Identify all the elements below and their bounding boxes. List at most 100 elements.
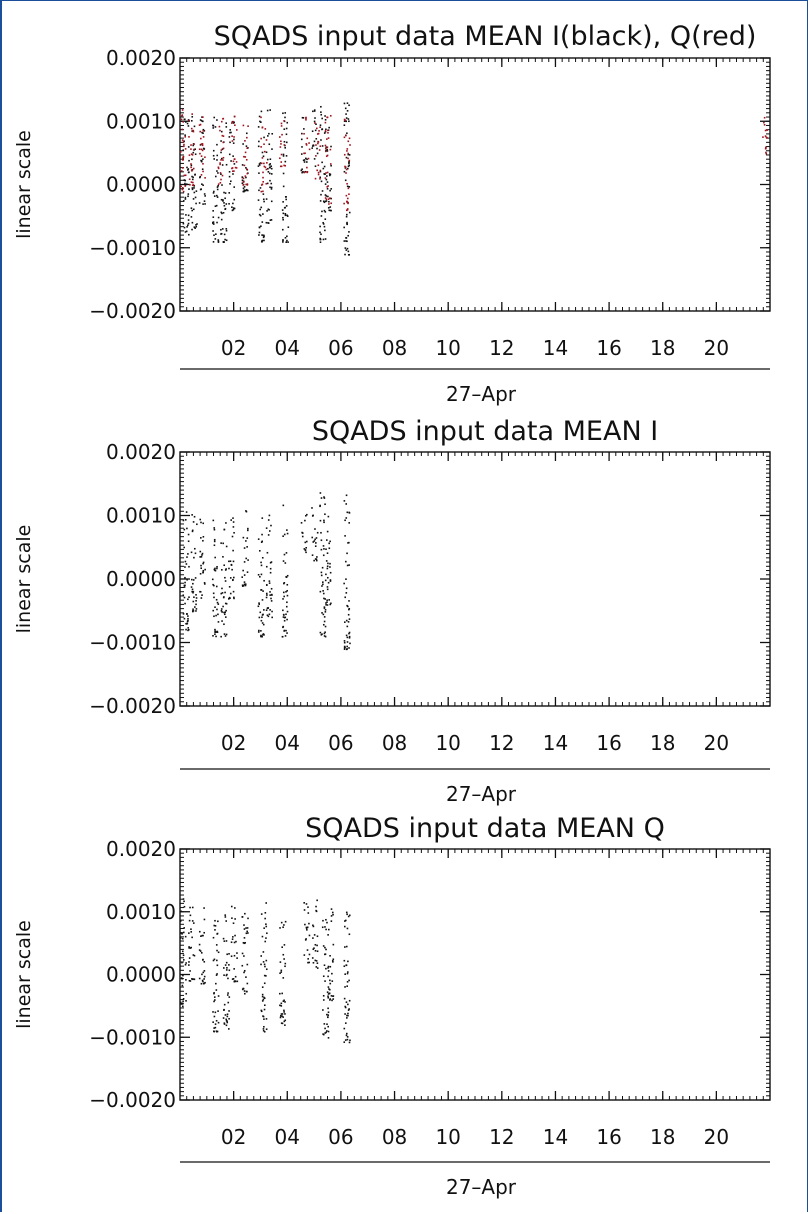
data-point bbox=[183, 174, 186, 177]
data-point bbox=[259, 162, 262, 164]
data-point bbox=[232, 521, 235, 523]
data-point bbox=[201, 554, 203, 556]
data-point bbox=[182, 149, 185, 151]
data-point bbox=[321, 926, 324, 929]
data-point bbox=[323, 519, 325, 522]
data-point bbox=[347, 234, 349, 237]
data-point bbox=[203, 582, 206, 584]
data-point bbox=[268, 143, 271, 146]
data-point bbox=[187, 619, 189, 622]
data-point bbox=[235, 940, 237, 943]
data-point bbox=[331, 972, 333, 975]
y-tick-label: −0.0020 bbox=[89, 1088, 176, 1112]
data-point bbox=[188, 178, 191, 181]
data-point bbox=[241, 964, 244, 967]
data-point bbox=[343, 240, 346, 242]
data-point bbox=[346, 110, 349, 112]
data-point bbox=[327, 993, 330, 995]
data-point bbox=[282, 212, 285, 215]
data-point bbox=[231, 170, 234, 173]
data-point bbox=[323, 521, 325, 524]
data-point bbox=[202, 132, 204, 135]
data-point bbox=[232, 579, 234, 582]
data-point bbox=[283, 1011, 285, 1013]
data-point bbox=[315, 155, 317, 157]
data-point bbox=[347, 254, 350, 256]
data-point bbox=[319, 519, 322, 522]
data-point bbox=[212, 1021, 214, 1023]
data-point bbox=[320, 193, 322, 196]
data-point bbox=[246, 147, 248, 149]
data-point bbox=[763, 121, 765, 124]
data-point bbox=[285, 576, 288, 579]
data-point bbox=[204, 203, 206, 205]
data-point bbox=[348, 154, 351, 156]
data-point bbox=[216, 170, 218, 172]
data-point bbox=[331, 960, 334, 962]
data-point bbox=[180, 118, 183, 121]
data-point bbox=[229, 131, 231, 134]
data-point bbox=[260, 110, 263, 113]
data-point bbox=[346, 200, 348, 203]
data-point bbox=[247, 529, 249, 532]
data-point bbox=[326, 154, 329, 157]
data-point bbox=[187, 146, 190, 148]
data-point bbox=[343, 120, 346, 122]
y-tick-label: 0.0020 bbox=[106, 837, 176, 861]
data-point bbox=[192, 610, 195, 612]
data-point bbox=[245, 132, 248, 135]
data-point bbox=[265, 975, 267, 977]
data-point bbox=[195, 202, 197, 205]
y-axis-label: linear scale bbox=[13, 130, 35, 239]
data-point bbox=[269, 109, 271, 111]
data-point bbox=[301, 116, 304, 119]
data-point bbox=[324, 173, 326, 176]
y-tick-label: 0.0000 bbox=[106, 173, 176, 197]
data-point bbox=[316, 899, 318, 902]
data-point bbox=[324, 200, 327, 203]
data-point bbox=[325, 548, 327, 551]
data-point bbox=[191, 228, 193, 231]
data-point bbox=[202, 128, 205, 131]
data-point bbox=[225, 228, 228, 230]
data-point bbox=[323, 606, 326, 608]
data-point bbox=[345, 634, 348, 637]
data-point bbox=[765, 136, 768, 139]
data-point bbox=[346, 641, 349, 643]
data-point bbox=[231, 122, 233, 124]
x-tick-label: 12 bbox=[489, 1125, 514, 1149]
data-point bbox=[322, 554, 325, 557]
data-point bbox=[348, 159, 351, 162]
data-point bbox=[326, 175, 328, 177]
data-point bbox=[195, 224, 197, 226]
data-point bbox=[182, 222, 185, 225]
data-point bbox=[187, 617, 189, 620]
data-point bbox=[320, 233, 322, 236]
data-point bbox=[269, 567, 272, 570]
data-point bbox=[324, 130, 327, 133]
data-point bbox=[346, 1014, 348, 1017]
data-point bbox=[198, 943, 201, 946]
data-point bbox=[279, 165, 282, 168]
data-point bbox=[316, 556, 318, 558]
data-point bbox=[202, 562, 204, 565]
data-point bbox=[345, 1034, 348, 1037]
data-point bbox=[324, 1032, 326, 1034]
data-point bbox=[271, 132, 274, 135]
data-point bbox=[282, 609, 284, 612]
data-point bbox=[190, 578, 193, 581]
data-point bbox=[183, 226, 186, 229]
data-point bbox=[214, 569, 216, 572]
data-point bbox=[282, 153, 285, 156]
data-point bbox=[183, 546, 186, 549]
data-point bbox=[200, 564, 202, 567]
data-point bbox=[223, 233, 226, 236]
data-point bbox=[181, 114, 184, 116]
data-point bbox=[222, 159, 224, 161]
data-point bbox=[179, 1001, 182, 1004]
data-point bbox=[323, 165, 326, 168]
data-point bbox=[283, 595, 285, 598]
data-point bbox=[258, 115, 261, 118]
data-point bbox=[269, 219, 272, 221]
data-point bbox=[233, 954, 236, 957]
